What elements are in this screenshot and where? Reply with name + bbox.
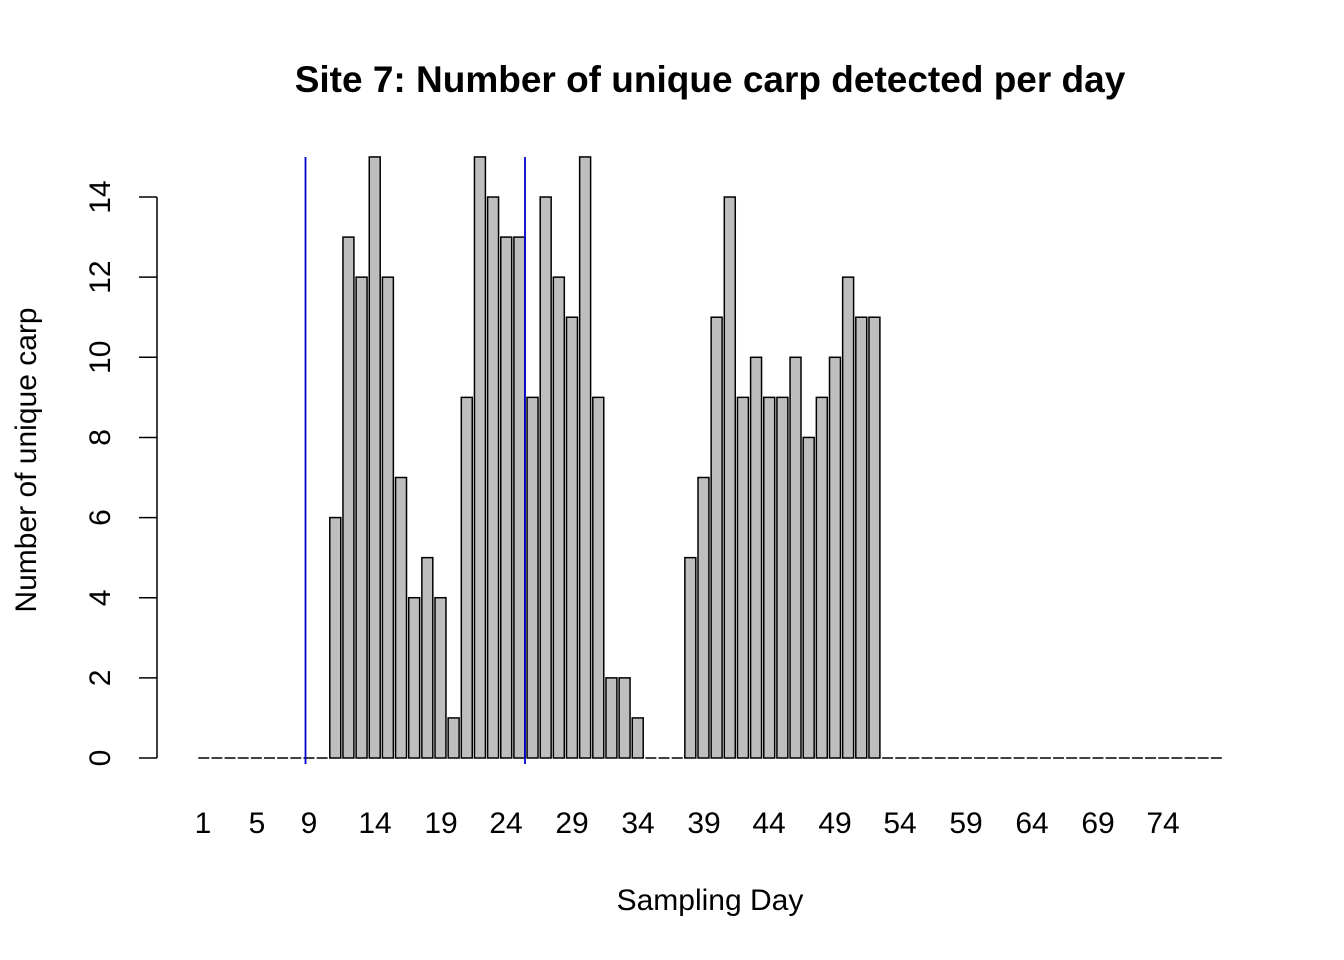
y-tick-label: 0: [84, 750, 117, 767]
x-tick-label: 24: [489, 807, 522, 840]
bar: [578, 156, 592, 759]
bar: [421, 556, 434, 759]
x-tick-label: 39: [687, 807, 720, 840]
bar: [355, 276, 368, 759]
bar: [684, 556, 697, 759]
x-axis-label: Sampling Day: [617, 884, 804, 917]
bar: [855, 316, 868, 759]
bar: [394, 476, 408, 759]
y-tick-label: 14: [84, 180, 117, 213]
bar: [526, 396, 539, 759]
y-tick-label: 12: [84, 260, 117, 293]
y-tick-label: 10: [84, 341, 117, 374]
x-axis-tick-labels: 1 5 9 14 19 24 29 34 39 44 49 54 59 64 69 74: [195, 807, 1180, 840]
x-tick-label: 29: [555, 807, 588, 840]
x-tick-label: 54: [883, 807, 916, 840]
bar: [763, 396, 776, 759]
bar: [828, 356, 842, 759]
y-tick-label: 4: [84, 589, 117, 606]
bar: [618, 677, 631, 759]
bar: [710, 316, 723, 759]
x-tick-label: 64: [1015, 807, 1048, 840]
x-tick-label: 74: [1146, 807, 1179, 840]
bar: [460, 396, 474, 759]
bar: [723, 196, 737, 759]
bar: [736, 396, 750, 759]
bar: [552, 276, 566, 759]
bar: [815, 396, 829, 759]
bar: [539, 196, 552, 759]
bar: [802, 436, 815, 759]
bar: [473, 156, 487, 759]
bar: [342, 236, 355, 759]
y-axis-label: Number of unique carp: [10, 307, 43, 612]
x-tick-label: 69: [1081, 807, 1114, 840]
bar: [789, 356, 802, 759]
y-tick-label: 8: [84, 429, 117, 446]
y-axis: 0 2 4 6 8 10 12 14: [84, 180, 158, 767]
bar: [565, 316, 579, 759]
bar: [605, 677, 618, 759]
x-tick-label: 34: [621, 807, 654, 840]
bar: [486, 196, 500, 759]
chart-title: Site 7: Number of unique carp detected p…: [295, 59, 1126, 100]
bar: [631, 717, 644, 759]
bar: [447, 717, 460, 759]
reference-lines: [304, 157, 526, 764]
bar: [592, 396, 605, 759]
y-tick-label: 2: [84, 670, 117, 687]
bar: [381, 276, 395, 759]
bar: [841, 276, 855, 759]
x-tick-label: 14: [358, 807, 391, 840]
bar: [368, 156, 381, 759]
x-tick-label: 59: [949, 807, 982, 840]
bar: [513, 236, 526, 759]
x-tick-label: 1: [195, 807, 212, 840]
bars: [198, 156, 1222, 759]
bar: [329, 516, 342, 759]
x-tick-label: 5: [249, 807, 266, 840]
bar: [749, 356, 763, 759]
bar: [407, 596, 421, 759]
x-tick-label: 44: [752, 807, 785, 840]
x-tick-label: 9: [301, 807, 318, 840]
bar: [500, 236, 513, 759]
bar: [868, 316, 881, 759]
bar: [776, 396, 789, 759]
y-tick-label: 6: [84, 509, 117, 526]
bar: [434, 596, 447, 759]
x-tick-label: 49: [818, 807, 851, 840]
x-tick-label: 19: [424, 807, 457, 840]
bar: [697, 476, 710, 759]
